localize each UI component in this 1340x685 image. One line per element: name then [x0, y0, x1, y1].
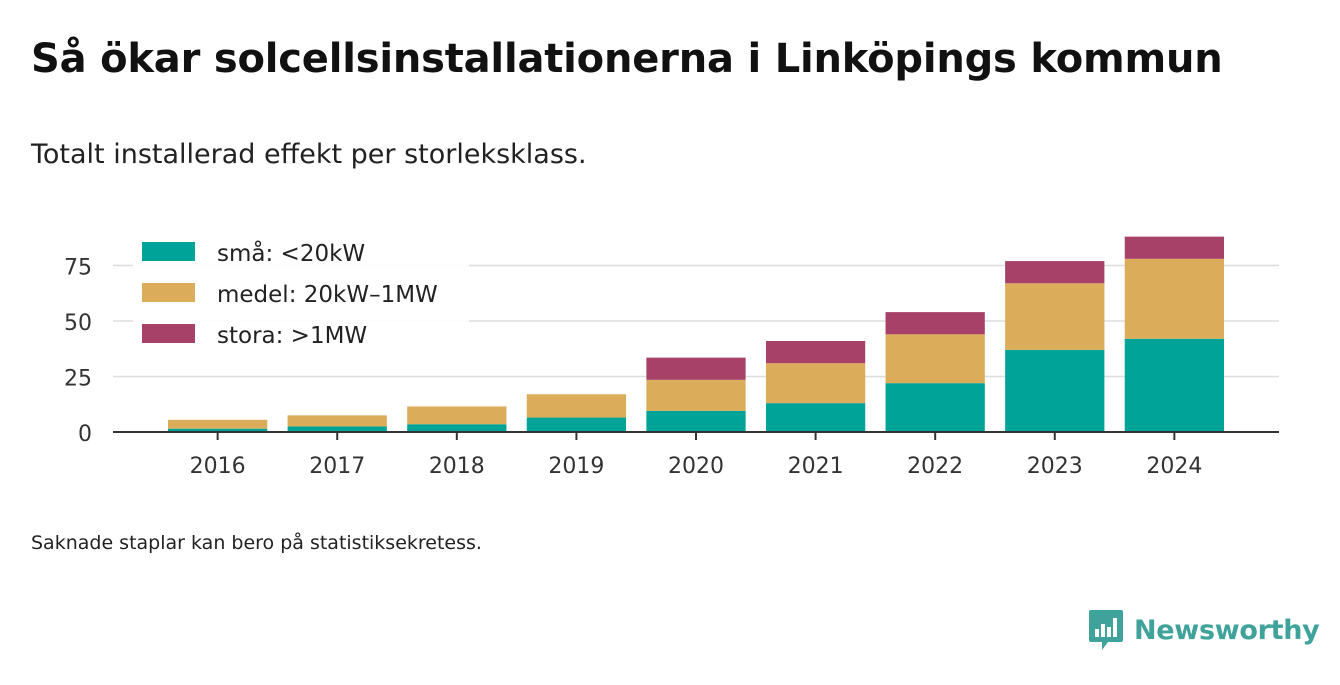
- legend-label-1: medel: 20kW–1MW: [217, 282, 438, 308]
- bar-2021-series-2: [765, 340, 866, 364]
- bar-2021-series-1: [765, 363, 866, 404]
- x-tick-label: 2024: [1146, 454, 1202, 479]
- legend-swatch-0: [142, 242, 195, 261]
- y-tick-label: 25: [64, 367, 92, 392]
- bar-2019-series-1: [526, 394, 627, 418]
- legend-swatch-1: [142, 283, 195, 302]
- x-tick-label: 2016: [190, 454, 246, 479]
- bar-2023-series-2: [1005, 261, 1105, 284]
- bar-2016-series-1: [168, 419, 268, 429]
- bar-2021-series-0: [765, 403, 866, 432]
- y-tick-label: 50: [64, 311, 92, 336]
- bar-2022-series-2: [885, 312, 985, 335]
- chart-title: Så ökar solcellsinstallationerna i Linkö…: [31, 36, 1223, 82]
- y-tick-label: 75: [64, 256, 92, 281]
- x-tick-label: 2021: [788, 454, 844, 479]
- bar-2022-series-0: [885, 383, 985, 432]
- footnote: Saknade staplar kan bero på statistiksek…: [31, 532, 482, 554]
- brand-name: Newsworthy: [1134, 614, 1320, 646]
- bar-2024-series-2: [1124, 236, 1224, 259]
- x-tick-label: 2018: [429, 454, 485, 479]
- x-tick-label: 2023: [1027, 454, 1083, 479]
- bar-2020-series-1: [646, 379, 746, 411]
- legend-label-0: små: <20kW: [217, 239, 365, 267]
- bar-2019-series-0: [526, 417, 627, 432]
- bar-2020-series-0: [646, 410, 746, 432]
- newsworthy-logo-icon: [1089, 610, 1123, 650]
- y-tick-label: 0: [78, 422, 92, 447]
- bar-2024-series-0: [1124, 338, 1224, 432]
- x-tick-label: 2017: [309, 454, 365, 479]
- bar-2016-series-0: [168, 428, 268, 432]
- bar-2022-series-1: [885, 334, 985, 384]
- bar-2020-series-2: [646, 357, 746, 380]
- bar-2024-series-1: [1124, 258, 1224, 339]
- x-tick-label: 2019: [548, 454, 604, 479]
- bar-2023-series-0: [1005, 349, 1105, 432]
- legend-swatch-2: [142, 324, 195, 343]
- brand-logo[interactable]: Newsworthy: [1088, 609, 1320, 651]
- bar-2023-series-1: [1005, 283, 1105, 350]
- legend-label-2: stora: >1MW: [217, 323, 367, 349]
- bar-2018-series-1: [407, 406, 507, 425]
- x-tick-label: 2020: [668, 454, 724, 479]
- x-tick-label: 2022: [907, 454, 963, 479]
- chart-subtitle: Totalt installerad effekt per storlekskl…: [31, 139, 587, 170]
- bar-2017-series-0: [287, 426, 387, 432]
- bar-2017-series-1: [287, 415, 387, 427]
- bar-2018-series-0: [407, 424, 507, 432]
